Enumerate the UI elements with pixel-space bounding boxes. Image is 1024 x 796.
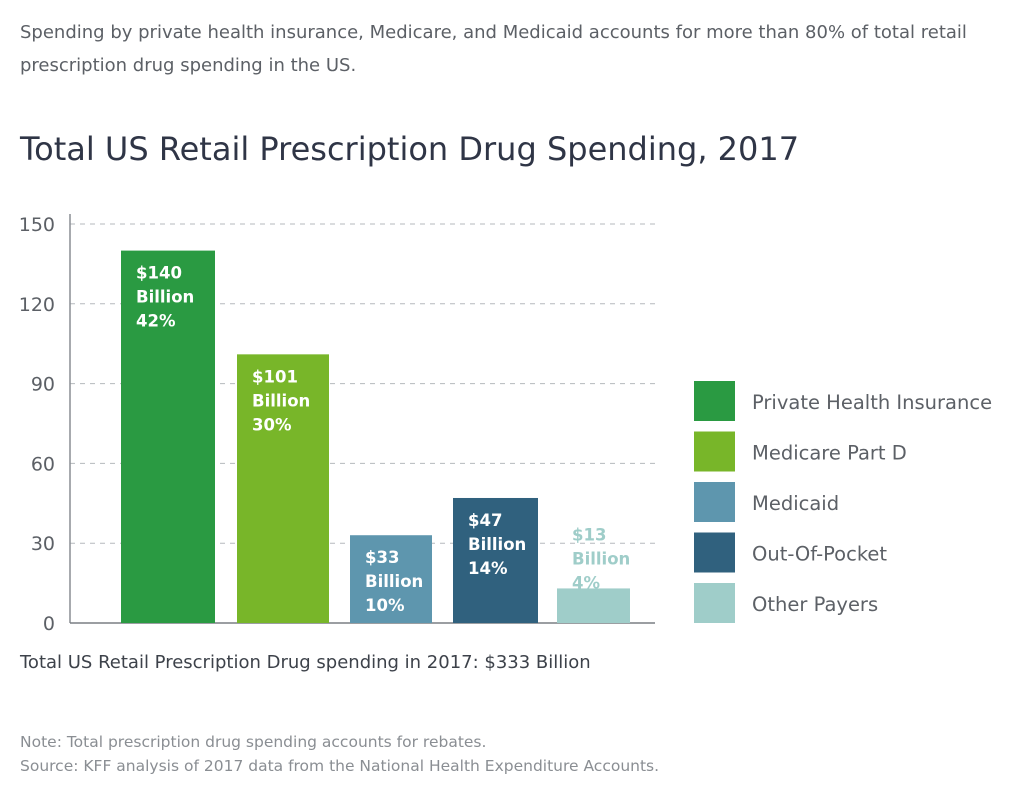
bar-private-health-insurance (121, 250, 215, 623)
data-label: Billion (136, 288, 194, 307)
data-label: $13 (572, 525, 606, 544)
data-label: 10% (365, 596, 405, 615)
source-text: Source: KFF analysis of 2017 data from t… (20, 757, 660, 775)
data-label: $33 (365, 548, 399, 567)
data-label: $101 (252, 367, 298, 386)
data-label: Billion (365, 572, 423, 591)
bar-medicare-part-d (237, 354, 329, 623)
bar-medicaid (350, 535, 432, 623)
legend-swatch (694, 583, 735, 623)
data-label: $47 (468, 511, 502, 530)
data-label: 4% (572, 573, 600, 592)
bar-out-of-pocket (453, 497, 538, 623)
bar-other-payers (557, 588, 630, 623)
legend-swatch (694, 381, 735, 421)
intro-text: Spending by private health insurance, Me… (20, 22, 967, 76)
y-tick-label: 60 (31, 453, 55, 475)
legend-swatch (694, 482, 735, 522)
legend-swatch (694, 431, 735, 472)
legend-label: Private Health Insurance (752, 391, 992, 414)
legend-swatch (694, 532, 735, 573)
data-label: 30% (252, 415, 292, 434)
data-label: 14% (468, 559, 508, 578)
legend-label: Out-Of-Pocket (752, 543, 887, 566)
note-text: Note: Total prescription drug spending a… (20, 733, 487, 751)
data-label: $140 (136, 264, 182, 283)
y-tick-label: 90 (31, 374, 55, 396)
total-note: Total US Retail Prescription Drug spendi… (20, 652, 591, 673)
legend-label: Medicare Part D (752, 442, 907, 465)
data-label: Billion (252, 391, 310, 410)
y-tick-label: 0 (43, 613, 55, 635)
data-label: Billion (468, 535, 526, 554)
y-tick-label: 30 (31, 533, 55, 555)
legend-label: Other Payers (752, 593, 878, 616)
data-label: 42% (136, 312, 176, 331)
legend-label: Medicaid (752, 492, 839, 515)
chart-title: Total US Retail Prescription Drug Spendi… (20, 130, 800, 168)
y-tick-label: 120 (19, 294, 55, 316)
y-tick-label: 150 (19, 214, 55, 236)
data-label: Billion (572, 549, 630, 568)
